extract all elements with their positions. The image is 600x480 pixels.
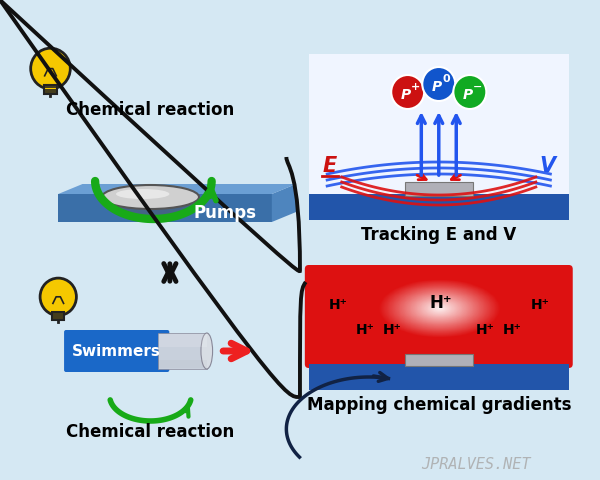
Circle shape (391, 76, 424, 110)
Circle shape (40, 278, 76, 316)
Text: H⁺: H⁺ (430, 293, 452, 312)
Text: H⁺: H⁺ (328, 298, 347, 312)
FancyBboxPatch shape (305, 265, 573, 368)
Text: +: + (411, 82, 420, 92)
Text: H⁺: H⁺ (503, 323, 522, 336)
Bar (52, 312, 64, 320)
Bar (308, 55, 569, 194)
Text: Mapping chemical gradients: Mapping chemical gradients (307, 395, 571, 413)
Ellipse shape (116, 190, 169, 200)
Bar (158, 333, 207, 369)
Bar (158, 360, 207, 364)
Text: Swimmers: Swimmers (72, 344, 161, 359)
Text: Tracking E and V: Tracking E and V (361, 226, 517, 243)
Bar (308, 364, 569, 390)
Text: P: P (463, 88, 473, 102)
Bar (405, 182, 473, 197)
Text: H⁺: H⁺ (476, 323, 495, 336)
Polygon shape (58, 185, 296, 194)
Polygon shape (272, 185, 296, 223)
Text: JPRALVES.NET: JPRALVES.NET (421, 456, 530, 471)
Text: 0: 0 (443, 74, 451, 84)
Text: P: P (401, 88, 411, 102)
FancyBboxPatch shape (64, 330, 169, 372)
Text: E: E (323, 156, 337, 176)
Bar (158, 347, 207, 351)
Text: H⁺: H⁺ (356, 323, 374, 336)
Ellipse shape (107, 194, 204, 216)
Text: Chemical reaction: Chemical reaction (67, 101, 235, 119)
Bar (158, 343, 207, 347)
Bar (158, 364, 207, 368)
Bar (405, 354, 473, 366)
Circle shape (454, 76, 487, 110)
Circle shape (422, 68, 455, 102)
Text: H⁺: H⁺ (383, 323, 401, 336)
Bar (158, 334, 207, 338)
Bar (158, 351, 207, 356)
Text: Chemical reaction: Chemical reaction (67, 422, 235, 440)
Text: Pumps: Pumps (194, 204, 257, 222)
Ellipse shape (201, 333, 212, 369)
Bar (308, 194, 569, 220)
Bar (158, 338, 207, 343)
Polygon shape (58, 194, 272, 223)
Text: V: V (539, 156, 556, 176)
Bar (44, 86, 57, 95)
Text: H⁺: H⁺ (530, 298, 549, 312)
Text: P: P (432, 80, 442, 94)
Bar (158, 356, 207, 360)
Ellipse shape (102, 186, 199, 210)
Circle shape (31, 49, 70, 90)
Text: −: − (473, 82, 482, 92)
